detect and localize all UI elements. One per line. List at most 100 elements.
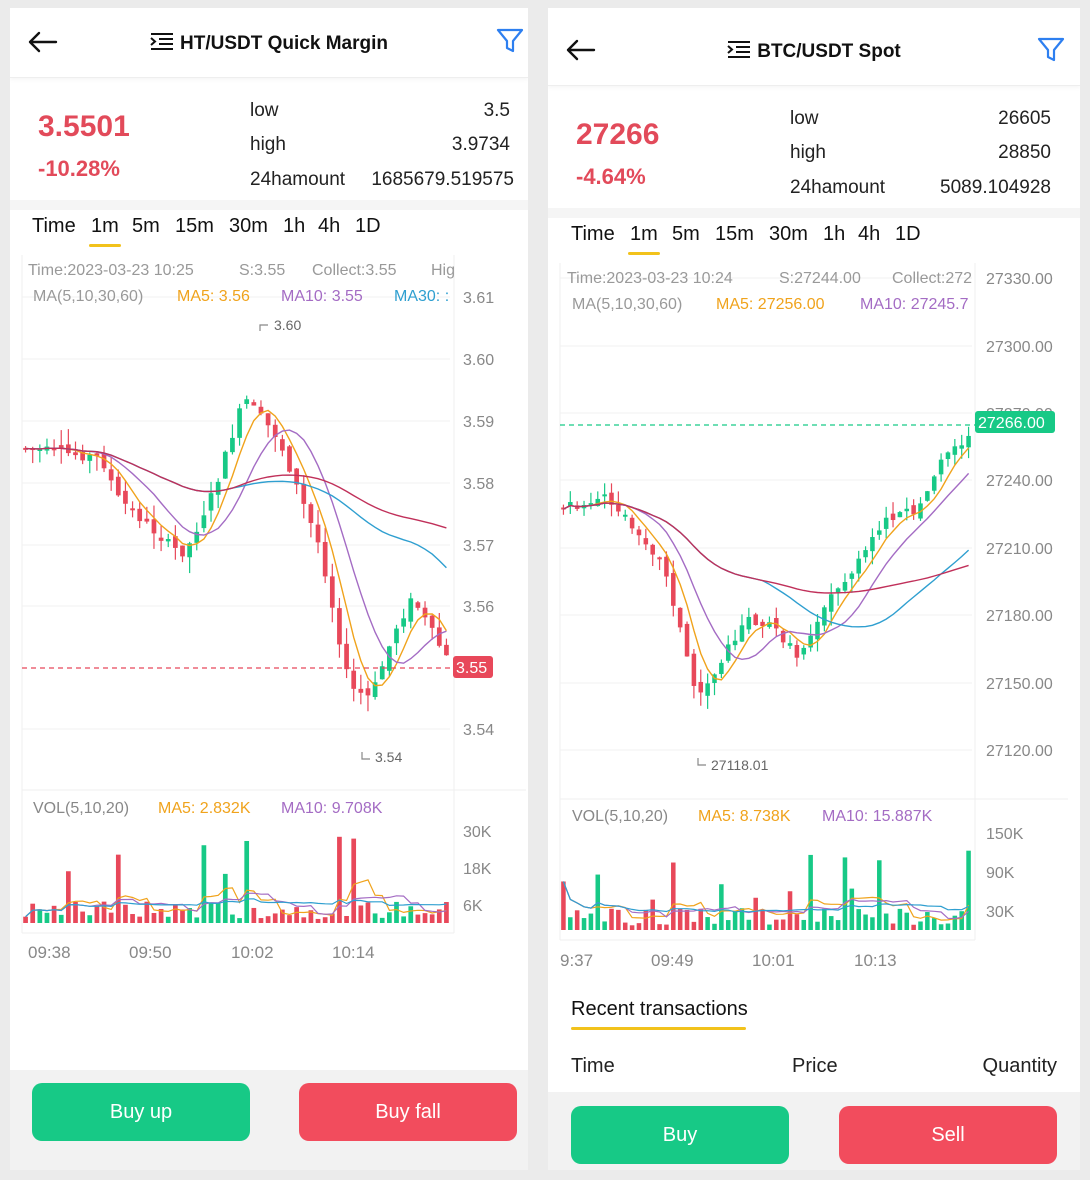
candle <box>725 635 731 663</box>
candle <box>787 635 793 650</box>
tab-1m[interactable]: 1m <box>89 215 121 247</box>
filter-icon[interactable] <box>495 26 525 56</box>
tab-15m[interactable]: 15m <box>715 223 754 245</box>
info-collect: Collect:272 <box>892 270 972 287</box>
info-high: Hig <box>431 262 455 279</box>
volume-bar <box>794 914 800 930</box>
recent-transactions-tab[interactable]: Recent transactions <box>571 998 748 1020</box>
tab-5m[interactable]: 5m <box>672 223 700 245</box>
volume-bar <box>815 921 820 930</box>
tab-30m[interactable]: 30m <box>229 215 268 237</box>
candle <box>66 429 71 457</box>
volume-bar <box>609 908 614 930</box>
col-price: Price <box>792 1055 838 1077</box>
y-tick: 27300.00 <box>986 339 1053 356</box>
volume-bar <box>677 908 683 930</box>
volume-ma-lines <box>562 881 970 921</box>
volume-bar <box>925 912 930 930</box>
candle <box>691 649 697 699</box>
tab-time[interactable]: Time <box>32 215 76 237</box>
amount-label: 24hamount <box>250 169 346 190</box>
tab-4h[interactable]: 4h <box>858 223 881 245</box>
candle <box>251 399 257 406</box>
tab-1h[interactable]: 1h <box>823 223 846 245</box>
volume-bar <box>108 912 114 923</box>
tab-1m[interactable]: 1m <box>628 223 660 255</box>
candle <box>422 601 428 626</box>
candle <box>835 587 841 606</box>
max-marker: 3.60 <box>274 317 301 333</box>
tab-4h[interactable]: 4h <box>318 215 341 237</box>
last-price: 27266 <box>576 118 660 151</box>
tab-15m[interactable]: 15m <box>175 215 214 237</box>
low-label: low <box>250 100 279 121</box>
volume-bar <box>137 916 143 923</box>
candle <box>201 500 207 533</box>
action-bar: Buy Sell <box>548 1092 1080 1170</box>
volume-bar <box>918 921 923 930</box>
volume-bar <box>387 912 392 923</box>
arrow-left-icon[interactable] <box>26 28 60 56</box>
tab-1d[interactable]: 1D <box>355 215 381 237</box>
candle <box>815 614 820 652</box>
right-screen: BTC/USDT Spot 27266 -4.64% low 26605 hig… <box>548 8 1080 1170</box>
candle <box>863 546 868 563</box>
buy-fall-button[interactable]: Buy fall <box>299 1083 517 1141</box>
volume-bar <box>808 854 813 930</box>
volume-bar <box>705 917 710 930</box>
y-tick: 27150.00 <box>986 676 1053 693</box>
volume-bar <box>801 919 807 930</box>
high-label: high <box>250 134 286 155</box>
candle <box>842 573 848 594</box>
candle <box>173 525 178 560</box>
candle <box>622 509 628 521</box>
tab-30m[interactable]: 30m <box>769 223 808 245</box>
x-tick: 09:49 <box>651 951 694 970</box>
volume-bar <box>739 908 745 930</box>
volume-bar <box>244 840 250 923</box>
volume-bar <box>287 915 292 923</box>
candle <box>401 608 406 633</box>
candle <box>684 621 690 657</box>
candle <box>237 403 242 446</box>
tab-1d[interactable]: 1D <box>895 223 921 245</box>
vol-label: VOL(5,10,20) <box>572 808 668 825</box>
candle <box>609 483 614 517</box>
y-gridlines <box>560 277 972 751</box>
candle <box>883 506 889 538</box>
volume-bar <box>208 902 214 923</box>
x-tick: 09:38 <box>28 943 71 962</box>
candle <box>911 499 916 520</box>
volume-bar <box>725 920 731 930</box>
candle <box>180 545 185 563</box>
volume-bar <box>415 914 421 923</box>
page-title[interactable]: BTC/USDT Spot <box>548 40 1080 63</box>
tab-1h[interactable]: 1h <box>283 215 306 237</box>
filter-icon[interactable] <box>1036 35 1066 65</box>
candle <box>358 674 364 705</box>
candle <box>808 624 813 652</box>
volume-bar <box>408 906 414 923</box>
grid <box>21 255 526 934</box>
buy-up-button[interactable]: Buy up <box>32 1083 250 1141</box>
x-tick: 09:50 <box>129 943 172 962</box>
volume-ma-line <box>25 898 447 918</box>
arrow-left-icon[interactable] <box>564 36 598 64</box>
candle <box>952 438 958 465</box>
tab-5m[interactable]: 5m <box>132 215 160 237</box>
tab-time[interactable]: Time <box>571 223 615 245</box>
vol-ma5: MA5: 8.738K <box>698 808 791 825</box>
page-title[interactable]: HT/USDT Quick Margin <box>10 32 528 55</box>
volume-ma-line <box>25 879 447 918</box>
sell-button[interactable]: Sell <box>839 1106 1057 1164</box>
high-label: high <box>790 142 826 163</box>
kline-chart[interactable]: Time:2023-03-23 10:25 S:3.55 Collect:3.5… <box>10 8 528 998</box>
buy-button[interactable]: Buy <box>571 1106 789 1164</box>
candle <box>890 502 896 528</box>
kline-chart[interactable]: Time:2023-03-23 10:24 S:27244.00 Collect… <box>548 8 1080 1008</box>
ma-line <box>563 472 970 661</box>
candle <box>568 491 573 514</box>
volume-bar <box>911 924 916 930</box>
col-quantity: Quantity <box>982 1055 1057 1077</box>
ma-line <box>563 502 970 628</box>
